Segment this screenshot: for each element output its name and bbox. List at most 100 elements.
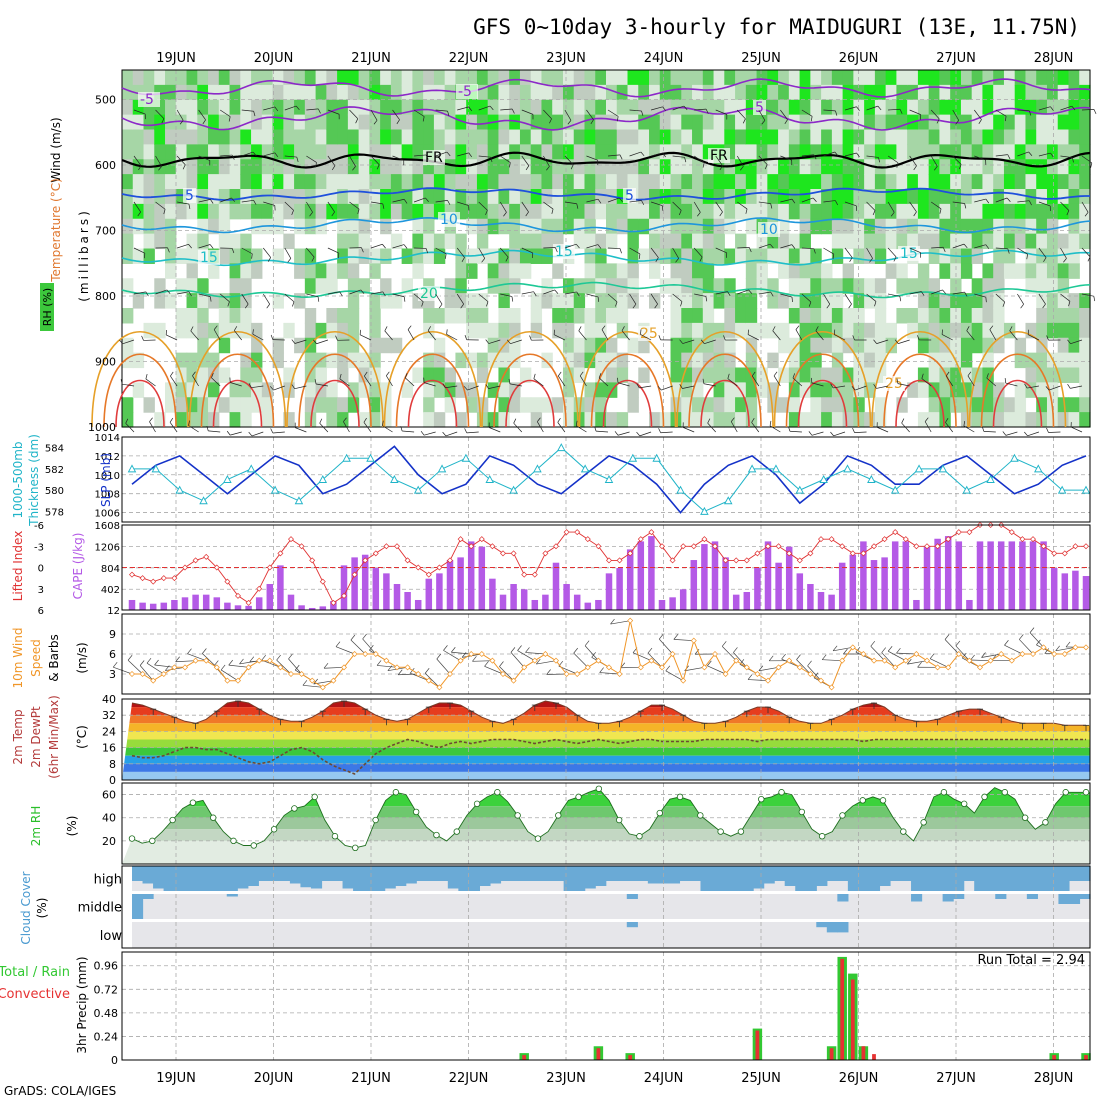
cloud-cell — [922, 866, 933, 891]
profile-rh-label: RH (%) — [41, 288, 54, 326]
rh-point — [312, 794, 318, 800]
cape-bar — [606, 573, 612, 610]
rh-point — [352, 845, 358, 851]
cape-bar — [966, 600, 972, 610]
cloud-cell — [879, 866, 890, 886]
cloud-cell — [606, 866, 617, 881]
rh-point — [1002, 789, 1008, 795]
rh-point — [373, 817, 379, 823]
bottom-date-label: 28JUN — [1034, 1071, 1074, 1086]
cloud-cell — [1058, 866, 1069, 891]
rh-point — [901, 829, 907, 835]
cloud-cell — [764, 866, 775, 884]
cloud-cell — [532, 866, 543, 881]
top-date-label: 24JUN — [644, 51, 684, 66]
cape-bar — [235, 605, 241, 610]
cloud-cell — [279, 866, 290, 881]
cape-bar — [733, 595, 739, 610]
cape-bar — [754, 568, 760, 610]
cape-bar — [977, 541, 983, 610]
cloud-cell — [153, 866, 164, 889]
rh-point — [413, 809, 419, 815]
rh-point — [555, 813, 561, 819]
rh-point — [616, 817, 622, 823]
cloud-cell — [837, 866, 848, 881]
rh-tick-label: 60 — [102, 789, 116, 802]
cape-bar — [510, 584, 516, 610]
cape-bar — [659, 600, 665, 610]
temperature-band — [122, 723, 1090, 731]
cape-bar — [426, 579, 432, 610]
rh-point — [495, 789, 501, 795]
bottom-date-label: 26JUN — [839, 1071, 879, 1086]
cloud-cell — [1027, 866, 1038, 891]
cape-bar — [394, 584, 400, 610]
cape-bar — [744, 592, 750, 610]
rh-point — [941, 789, 947, 795]
top-date-label: 19JUN — [156, 51, 196, 66]
cape-bar — [182, 597, 188, 610]
thickness-tick-label: 584 — [45, 444, 64, 455]
cape-bar — [712, 541, 718, 610]
rh-point — [1083, 789, 1089, 795]
cloud-cell — [595, 866, 606, 886]
cloud-cell — [648, 866, 659, 884]
cape-bar — [701, 544, 707, 610]
rh-point — [880, 798, 886, 804]
rh-point — [860, 798, 866, 804]
bottom-date-label: 23JUN — [546, 1071, 586, 1086]
cloud-cell — [858, 866, 869, 891]
thickness-label: 1000-500mb — [11, 441, 25, 518]
temp-tick-label: 16 — [102, 742, 116, 755]
cape-bar — [775, 563, 781, 610]
contour-label: 5 — [755, 100, 764, 116]
cloud-cell — [143, 866, 154, 884]
precip-tick-label: 0.96 — [94, 960, 119, 973]
precip-convective-bar — [851, 979, 855, 1060]
cape-bar — [1019, 541, 1025, 610]
rh-point — [758, 796, 764, 802]
cloud-cell — [943, 866, 954, 891]
rh-point — [332, 833, 338, 839]
precip-convective-bar — [597, 1048, 601, 1060]
wind10m-panel: 963 — [109, 614, 1090, 694]
cloud-cell — [911, 894, 922, 902]
cape-bar — [288, 595, 294, 610]
precip-tick-label: 0.24 — [94, 1030, 119, 1043]
rh-point — [393, 789, 399, 795]
pressure-tick-label: 800 — [95, 290, 116, 303]
cape-bar — [1062, 573, 1068, 610]
cape-tick-label: 1608 — [95, 521, 120, 532]
rh-point — [1022, 815, 1028, 821]
cape-bar — [616, 568, 622, 610]
cape-bar — [404, 592, 410, 610]
cloud-level-label: low — [100, 929, 123, 944]
rh-point — [271, 826, 277, 832]
cloud-cell — [543, 866, 554, 881]
contour-label: 15 — [200, 250, 218, 266]
cloud-cell — [1006, 866, 1017, 891]
precip-tick-label: 0.48 — [94, 1007, 119, 1020]
precip-convective-bar — [1052, 1055, 1056, 1060]
cape-bar — [648, 536, 654, 610]
rh-tick-label: 40 — [102, 812, 116, 825]
cloud-cell — [437, 866, 448, 881]
cloud-cell — [500, 866, 511, 881]
cloud-cell — [143, 894, 154, 899]
cape-bar — [489, 579, 495, 610]
cloud-cell — [132, 866, 143, 881]
cloud-cell — [890, 866, 901, 881]
cape-bar — [171, 600, 177, 610]
cape-bar — [553, 563, 559, 610]
precip-total-label: Total / Rain — [0, 965, 70, 980]
cape-bar — [532, 600, 538, 610]
cloud-cover-unit-label: (%) — [35, 898, 49, 919]
cape-bar — [1072, 571, 1078, 610]
rh-point — [799, 809, 805, 815]
precip-convective-bar — [628, 1055, 632, 1060]
rh-band — [122, 841, 1090, 864]
cloud-cell — [511, 866, 522, 881]
